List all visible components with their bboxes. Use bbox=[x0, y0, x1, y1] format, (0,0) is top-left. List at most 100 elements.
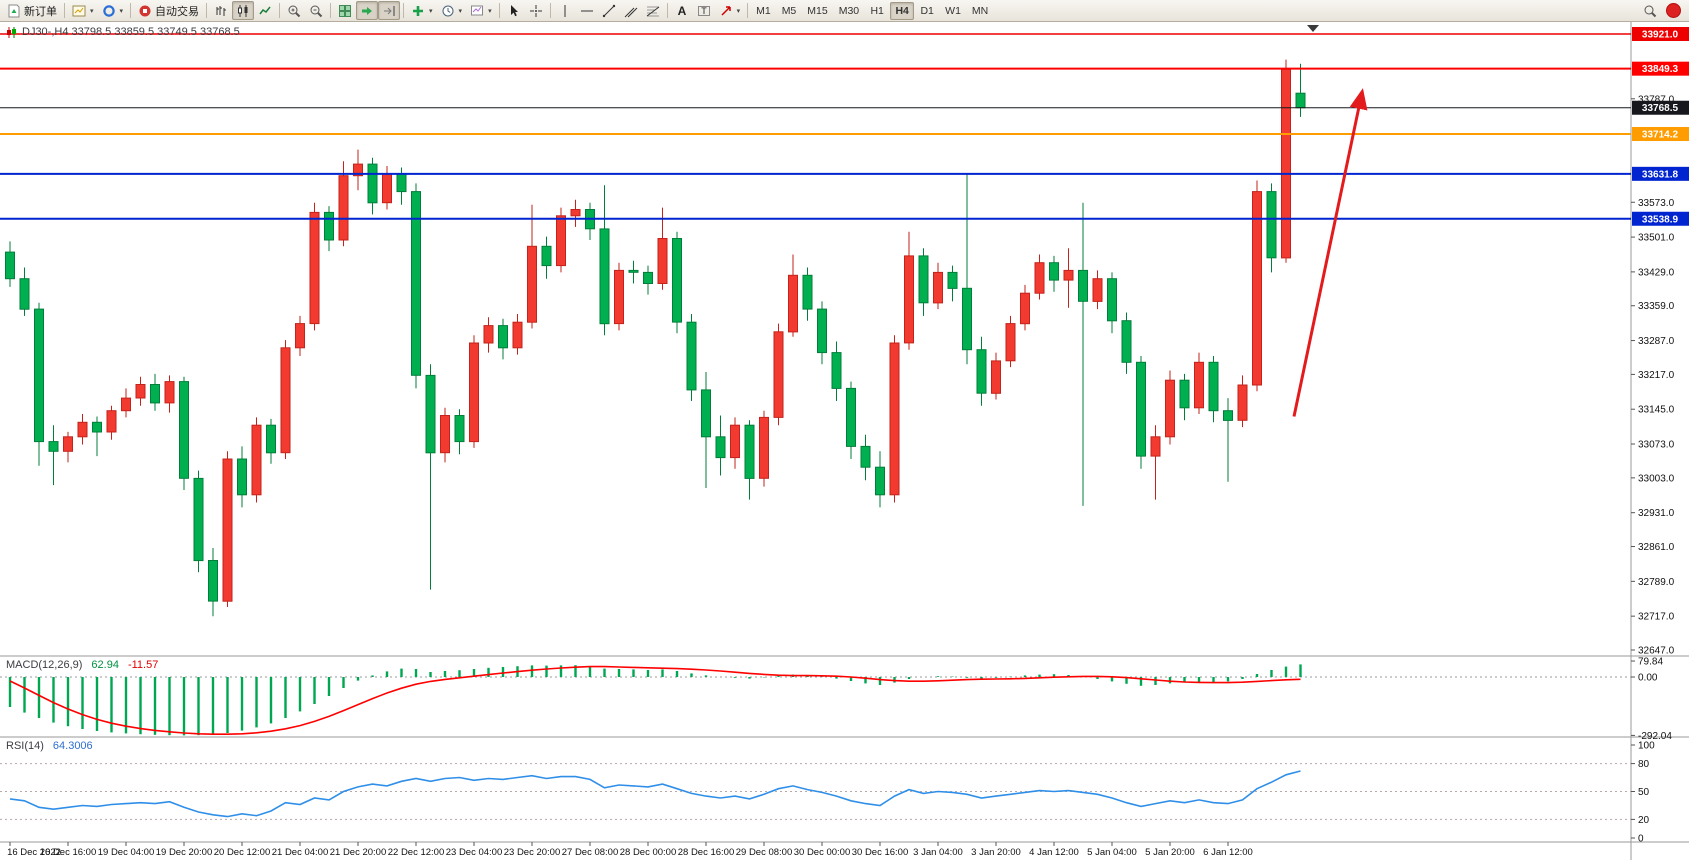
line-chart-button[interactable] bbox=[254, 1, 276, 20]
price-axis: 33787.0 33573.0 33501.0 33429.0 33359.0 33287… bbox=[1631, 94, 1675, 845]
candlestick-button[interactable] bbox=[232, 1, 255, 20]
zoom-in-button[interactable] bbox=[283, 1, 305, 20]
tile-windows-button[interactable] bbox=[334, 1, 356, 20]
channel-button[interactable] bbox=[620, 1, 642, 20]
svg-text:80: 80 bbox=[1638, 759, 1650, 770]
price-tag bbox=[1632, 61, 1689, 76]
svg-text:21 Dec 04:00: 21 Dec 04:00 bbox=[272, 847, 329, 858]
toolbar-separator bbox=[64, 3, 65, 18]
indicators-button[interactable]: ▾ bbox=[407, 1, 437, 20]
fibonacci-button[interactable] bbox=[642, 1, 664, 20]
bar-chart-button[interactable] bbox=[210, 1, 232, 20]
search-button[interactable] bbox=[1639, 1, 1661, 20]
auto-scroll-icon bbox=[362, 6, 373, 15]
svg-text:19 Dec 04:00: 19 Dec 04:00 bbox=[98, 847, 155, 858]
new-order-icon bbox=[8, 4, 20, 17]
rsi-panel bbox=[0, 763, 1631, 820]
chart-area: 33787.0 33573.0 33501.0 33429.0 33359.0 33287… bbox=[0, 22, 1689, 860]
autotrading-button[interactable]: 自动交易 bbox=[134, 1, 203, 20]
horizontal-line-button[interactable] bbox=[576, 1, 598, 20]
svg-text:33429.0: 33429.0 bbox=[1638, 267, 1675, 278]
timeframe-button-w1[interactable]: W1 bbox=[940, 2, 966, 20]
arrows-tool-icon bbox=[721, 5, 731, 16]
svg-text:4 Jan 12:00: 4 Jan 12:00 bbox=[1029, 847, 1079, 858]
templates-button[interactable]: ▾ bbox=[466, 1, 496, 20]
caret-down-icon: ▾ bbox=[458, 7, 463, 15]
timeframe-button-m5[interactable]: M5 bbox=[777, 2, 802, 20]
vertical-line-button[interactable] bbox=[554, 1, 576, 20]
caret-down-icon: ▾ bbox=[736, 7, 741, 15]
timeframe-button-m1[interactable]: M1 bbox=[751, 2, 776, 20]
svg-text:0.00: 0.00 bbox=[1638, 673, 1658, 684]
svg-text:33849.3: 33849.3 bbox=[1642, 64, 1679, 75]
caret-down-icon: ▾ bbox=[488, 7, 492, 15]
svg-text:27 Dec 08:00: 27 Dec 08:00 bbox=[562, 847, 619, 858]
price-tag bbox=[1632, 27, 1689, 41]
notification-icon[interactable] bbox=[1666, 3, 1681, 18]
new-order-label: 新订单 bbox=[24, 5, 57, 18]
caret-down-icon: ▾ bbox=[90, 7, 94, 15]
svg-text:33217.0: 33217.0 bbox=[1638, 370, 1675, 381]
crosshair-icon bbox=[529, 4, 542, 17]
horizontal-lines[interactable]: 33921.0 33849.3 33768.5 33714.2 33631.8 33538… bbox=[0, 27, 1689, 226]
channel-icon bbox=[624, 7, 637, 17]
zoom-in-icon bbox=[288, 5, 301, 17]
toolbar-separator bbox=[666, 3, 668, 18]
trendline-button[interactable] bbox=[598, 1, 620, 20]
timeframe-button-h1[interactable]: H1 bbox=[865, 2, 889, 20]
toolbar-separator bbox=[747, 3, 749, 18]
toolbar-separator bbox=[206, 3, 208, 18]
svg-text:33501.0: 33501.0 bbox=[1638, 233, 1675, 244]
timeframe-button-mn[interactable]: MN bbox=[967, 2, 993, 20]
timeframe-button-m15[interactable]: M15 bbox=[802, 2, 832, 20]
toolbar-separator bbox=[498, 3, 500, 18]
timeframe-button-h4[interactable]: H4 bbox=[890, 1, 915, 20]
line-chart-icon bbox=[259, 6, 271, 14]
label-tool-button[interactable]: T bbox=[693, 1, 715, 20]
timeframe-button-m30[interactable]: M30 bbox=[834, 2, 864, 20]
zoom-out-button[interactable] bbox=[305, 1, 327, 20]
cursor-button[interactable] bbox=[503, 1, 525, 20]
toolbar-separator bbox=[330, 3, 332, 18]
price-tag bbox=[1632, 126, 1689, 141]
profiles-button[interactable]: ▾ bbox=[98, 1, 128, 20]
svg-text:21 Dec 20:00: 21 Dec 20:00 bbox=[330, 847, 387, 858]
svg-text:28 Dec 00:00: 28 Dec 00:00 bbox=[620, 847, 677, 858]
svg-text:29 Dec 08:00: 29 Dec 08:00 bbox=[736, 847, 793, 858]
rsi-value: 64.3006 bbox=[52, 740, 93, 752]
svg-text:32647.0: 32647.0 bbox=[1638, 646, 1675, 657]
price-tag bbox=[1632, 100, 1689, 115]
periods-button[interactable]: ▾ bbox=[437, 1, 467, 20]
new-order-button[interactable]: 新订单 bbox=[3, 1, 61, 20]
svg-text:20: 20 bbox=[1638, 815, 1650, 826]
svg-text:79.84: 79.84 bbox=[1638, 657, 1663, 668]
trendline-icon bbox=[602, 4, 615, 17]
rsi-title: RSI(14) 64.3006 bbox=[6, 740, 93, 752]
indicators-icon bbox=[413, 5, 424, 16]
horizontal-line-icon bbox=[580, 10, 593, 11]
toolbar-separator bbox=[403, 3, 405, 18]
svg-text:33714.2: 33714.2 bbox=[1642, 129, 1679, 140]
auto-scroll-button[interactable] bbox=[356, 1, 379, 20]
svg-text:19 Dec 20:00: 19 Dec 20:00 bbox=[156, 847, 213, 858]
svg-text:33073.0: 33073.0 bbox=[1638, 440, 1675, 451]
caret-down-icon: ▾ bbox=[429, 7, 433, 15]
svg-text:33538.9: 33538.9 bbox=[1642, 214, 1679, 225]
timeframe-button-d1[interactable]: D1 bbox=[915, 2, 939, 20]
price-chart[interactable]: 33787.0 33573.0 33501.0 33429.0 33359.0 33287… bbox=[0, 22, 1689, 860]
annotation-arrow[interactable] bbox=[1292, 88, 1368, 417]
svg-text:30 Dec 00:00: 30 Dec 00:00 bbox=[794, 847, 851, 858]
caret-down-icon: ▾ bbox=[119, 7, 124, 15]
vertical-line-icon bbox=[564, 4, 566, 17]
text-tool-button[interactable]: A bbox=[671, 1, 693, 20]
arrows-tool-button[interactable]: ▾ bbox=[715, 1, 745, 20]
macd-title: MACD(12,26,9) 62.94 -11.57 bbox=[6, 659, 158, 671]
crosshair-button[interactable] bbox=[525, 1, 547, 20]
svg-text:33003.0: 33003.0 bbox=[1638, 473, 1675, 484]
chart-shift-icon bbox=[384, 5, 395, 16]
chart-shift-button[interactable] bbox=[378, 1, 401, 20]
svg-text:100: 100 bbox=[1638, 741, 1655, 752]
new-chart-button[interactable]: ▾ bbox=[68, 1, 98, 20]
rsi-label: RSI(14) bbox=[6, 740, 44, 752]
